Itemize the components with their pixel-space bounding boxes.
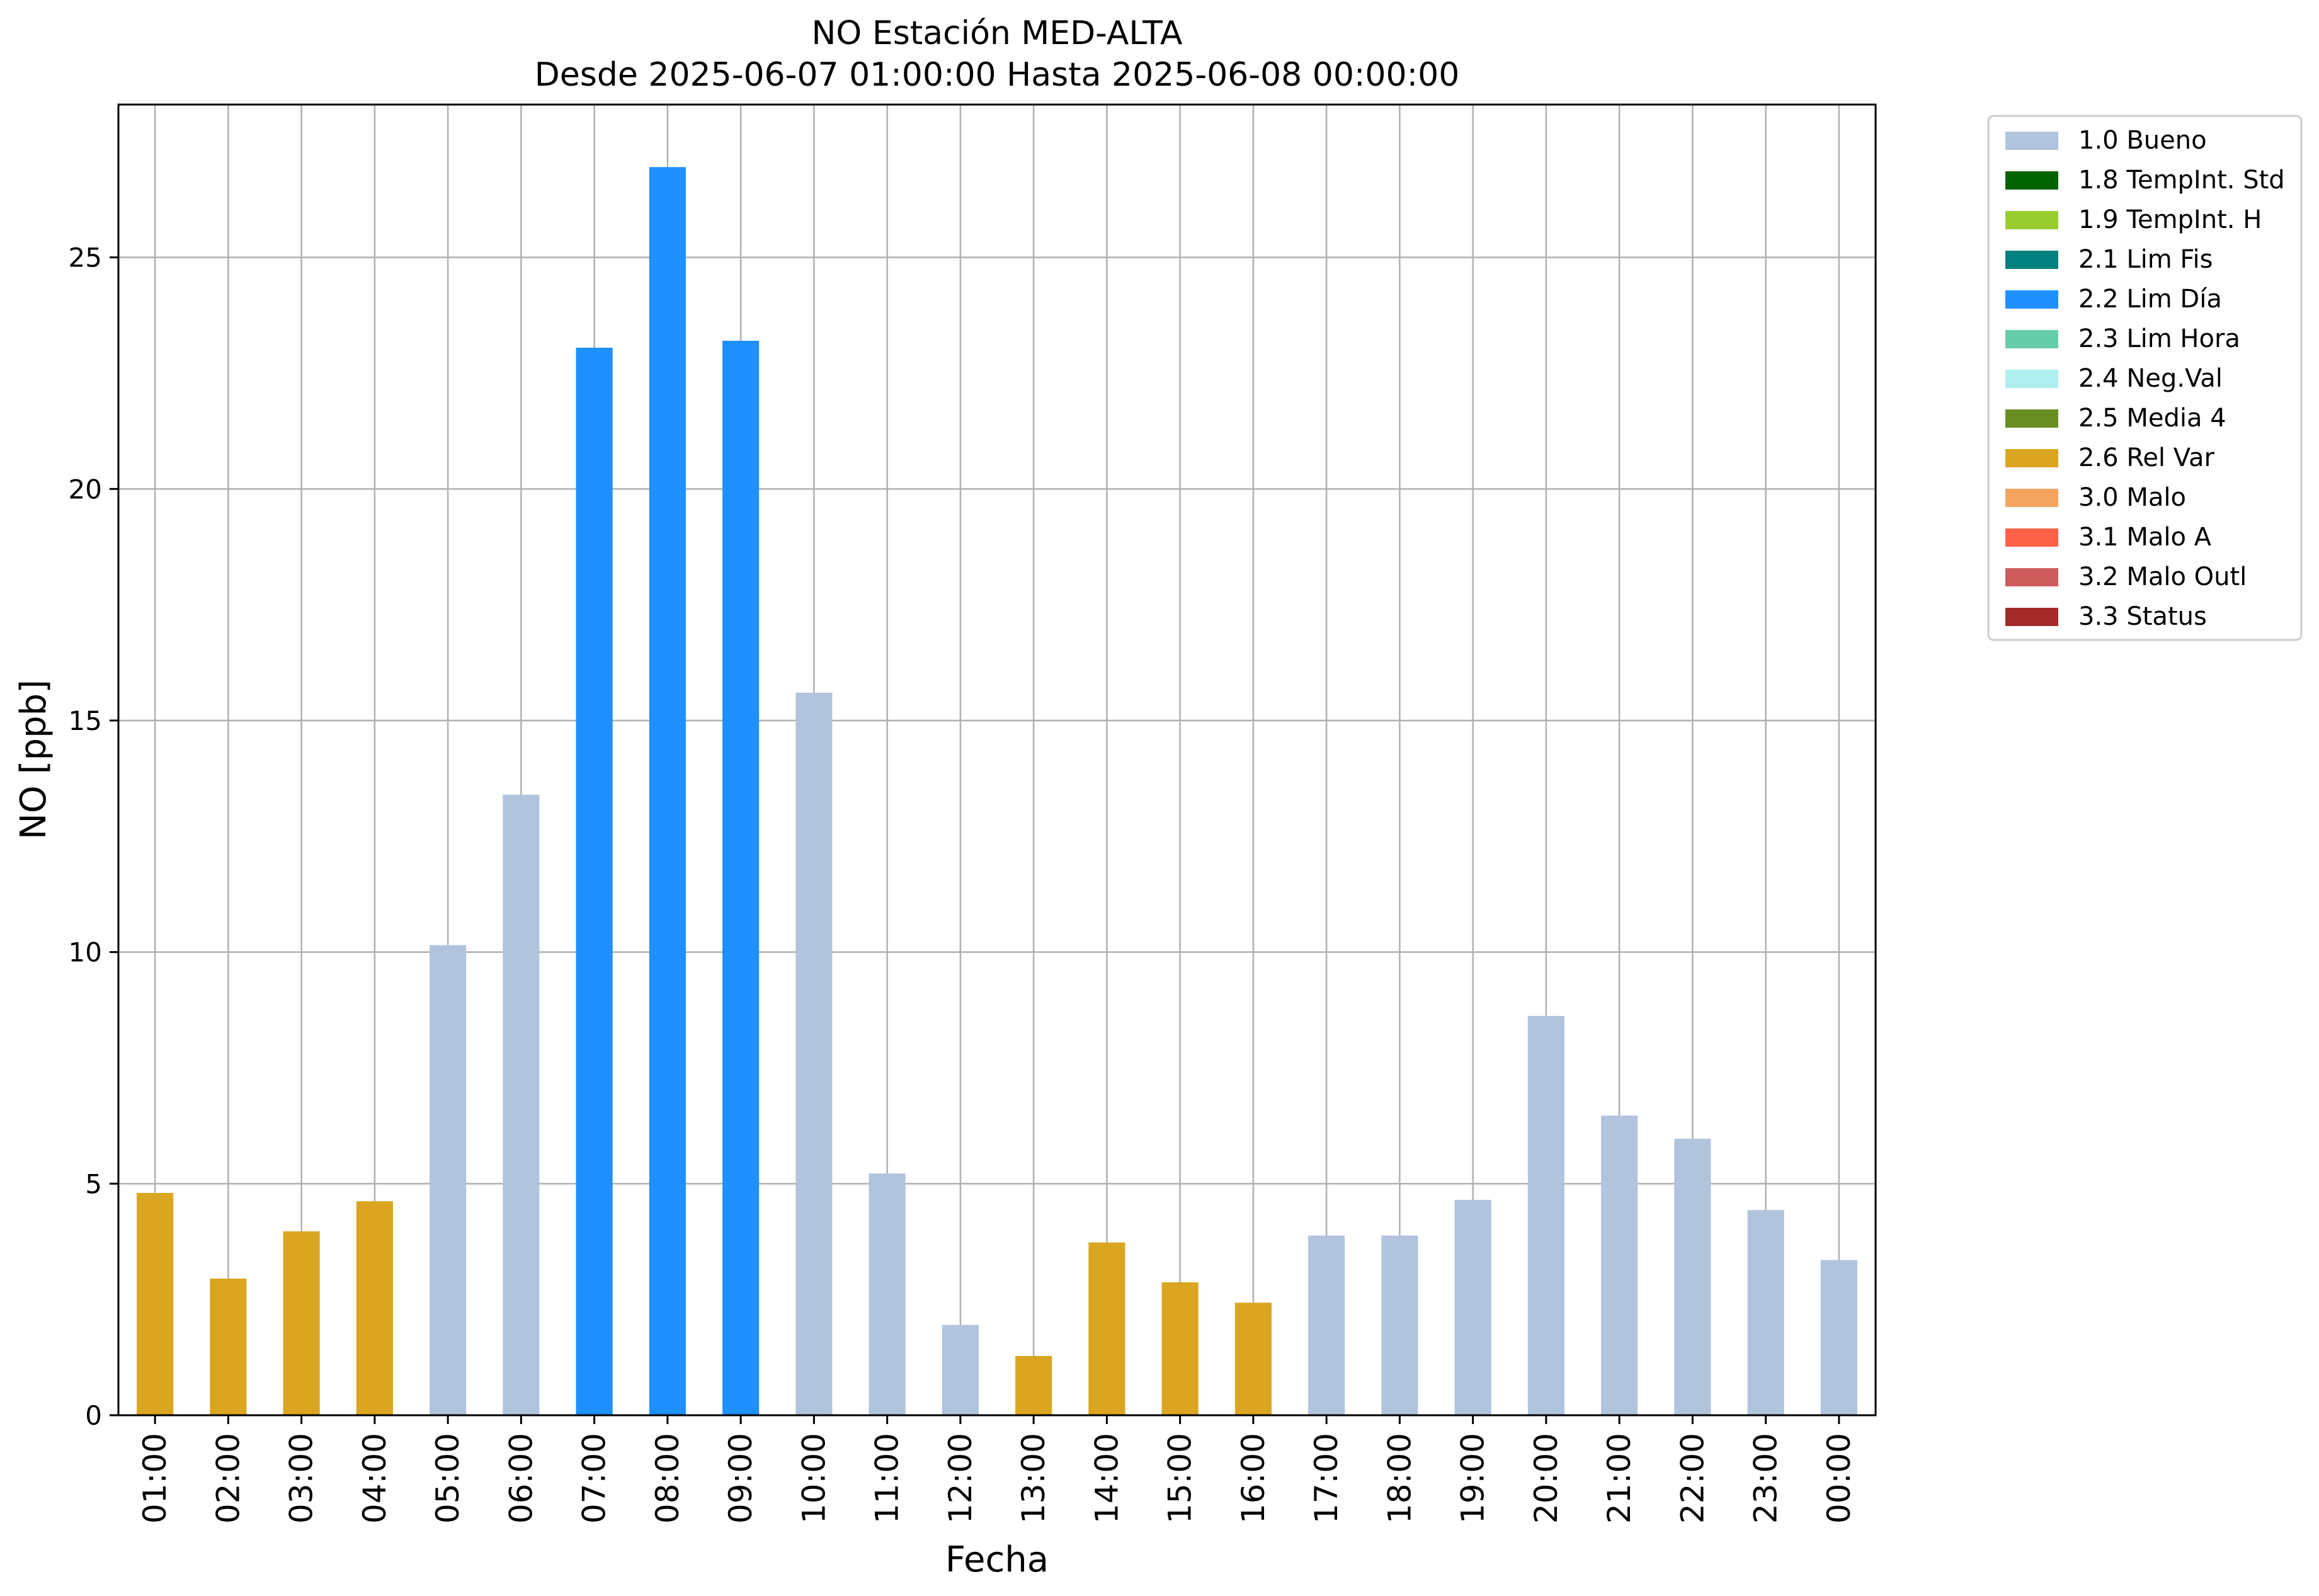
- legend-swatch: [2005, 449, 2058, 467]
- y-tick-label: 15: [69, 705, 102, 736]
- bar-0400: [356, 1201, 393, 1415]
- bar-1700: [1308, 1235, 1345, 1415]
- x-tick-label: 14:00: [1088, 1433, 1125, 1524]
- x-tick-label: 20:00: [1528, 1433, 1564, 1524]
- chart-title: NO Estación MED-ALTA: [812, 14, 1183, 52]
- bar-0300: [283, 1231, 320, 1415]
- chart-subtitle: Desde 2025-06-07 01:00:00 Hasta 2025-06-…: [535, 56, 1460, 94]
- bar-0000: [1820, 1260, 1857, 1415]
- plot-frame: [117, 103, 1877, 1416]
- bar-0600: [503, 794, 540, 1415]
- legend-label: 2.2 Lim Día: [2078, 285, 2222, 314]
- y-tick-label: 25: [69, 242, 102, 273]
- legend: 1.0 Bueno 1.8 TempInt. Std 1.9 TempInt. H 2…: [1987, 115, 2303, 641]
- legend-swatch: [2005, 330, 2058, 348]
- x-tick-label: 04:00: [356, 1433, 393, 1524]
- legend-label: 2.1 Lim Fis: [2078, 245, 2213, 274]
- bars: [137, 167, 1857, 1416]
- bar-2200: [1674, 1139, 1711, 1415]
- x-tick-label: 01:00: [137, 1433, 173, 1524]
- legend-label: 2.4 Neg.Val: [2078, 364, 2223, 393]
- legend-frame: [1987, 115, 2303, 641]
- x-tick-label: 10:00: [795, 1433, 832, 1524]
- legend-swatch: [2005, 568, 2058, 586]
- legend-swatch: [2005, 489, 2058, 507]
- legend-label: 2.5 Media 4: [2078, 404, 2226, 433]
- bar-1400: [1088, 1242, 1125, 1415]
- x-tick-label: 09:00: [722, 1433, 759, 1524]
- bar-0100: [137, 1193, 174, 1415]
- y-tick-label: 5: [85, 1168, 102, 1199]
- bar-1300: [1015, 1355, 1052, 1415]
- x-tick-label: 17:00: [1308, 1433, 1345, 1524]
- y-tick-label: 10: [69, 937, 102, 968]
- legend-swatch: [2005, 409, 2058, 428]
- x-tick-label: 08:00: [649, 1433, 686, 1524]
- x-tick-label: 19:00: [1455, 1433, 1491, 1524]
- legend-swatch: [2005, 290, 2058, 309]
- y-tick-label: 20: [69, 474, 102, 504]
- x-tick-label: 11:00: [869, 1433, 906, 1524]
- x-tick-label: 07:00: [576, 1433, 613, 1524]
- x-axis-label: Fecha: [945, 1539, 1049, 1580]
- x-tick-label: 13:00: [1015, 1433, 1052, 1524]
- x-tick-label: 02:00: [210, 1433, 246, 1524]
- bar-2000: [1527, 1016, 1564, 1415]
- x-tick-label: 16:00: [1235, 1433, 1272, 1524]
- legend-label: 1.8 TempInt. Std: [2078, 166, 2285, 195]
- x-axis: 01:00 02:00 03:00 04:00 05:00 06:00 07:00 08:00…: [137, 1415, 1857, 1524]
- legend-label: 1.0 Bueno: [2078, 126, 2207, 155]
- bar-1500: [1161, 1282, 1199, 1415]
- legend-label: 3.0 Malo: [2078, 483, 2186, 512]
- y-tick-label: 0: [85, 1400, 102, 1431]
- bar-0800: [649, 167, 686, 1416]
- x-tick-label: 22:00: [1674, 1433, 1711, 1524]
- legend-swatch: [2005, 132, 2058, 150]
- bar-2300: [1747, 1210, 1784, 1415]
- legend-swatch: [2005, 171, 2058, 190]
- bar-1100: [869, 1173, 906, 1415]
- bar-0500: [430, 945, 467, 1415]
- legend-label: 1.9 TempInt. H: [2078, 205, 2262, 234]
- legend-swatch: [2005, 608, 2058, 626]
- bar-1200: [942, 1325, 979, 1415]
- legend-label: 3.3 Status: [2078, 602, 2207, 631]
- bar-1600: [1234, 1302, 1272, 1415]
- x-tick-label: 05:00: [430, 1433, 466, 1524]
- x-tick-label: 15:00: [1162, 1433, 1199, 1524]
- x-tick-label: 23:00: [1748, 1433, 1784, 1524]
- x-tick-label: 06:00: [503, 1433, 539, 1524]
- bar-2100: [1601, 1115, 1638, 1415]
- legend-swatch: [2005, 251, 2058, 269]
- y-axis: 0 5 10 15 20 25: [69, 242, 118, 1431]
- x-tick-label: 21:00: [1601, 1433, 1638, 1524]
- bar-1800: [1381, 1235, 1418, 1415]
- legend-label: 3.1 Malo A: [2078, 523, 2212, 552]
- x-tick-label: 00:00: [1821, 1433, 1857, 1524]
- bar-1900: [1454, 1200, 1491, 1415]
- legend-swatch: [2005, 370, 2058, 388]
- bar-0900: [722, 341, 760, 1415]
- legend-label: 2.6 Rel Var: [2078, 443, 2215, 472]
- bar-1000: [795, 692, 833, 1415]
- y-axis-label: NO [ppb]: [13, 680, 54, 840]
- legend-label: 3.2 Malo Outl: [2078, 562, 2247, 591]
- x-tick-label: 12:00: [942, 1433, 979, 1524]
- x-tick-label: 03:00: [283, 1433, 320, 1524]
- bar-0200: [210, 1279, 247, 1415]
- x-tick-label: 18:00: [1381, 1433, 1418, 1524]
- legend-swatch: [2005, 211, 2058, 229]
- legend-label: 2.3 Lim Hora: [2078, 324, 2240, 353]
- legend-swatch: [2005, 528, 2058, 547]
- bar-0700: [576, 348, 613, 1415]
